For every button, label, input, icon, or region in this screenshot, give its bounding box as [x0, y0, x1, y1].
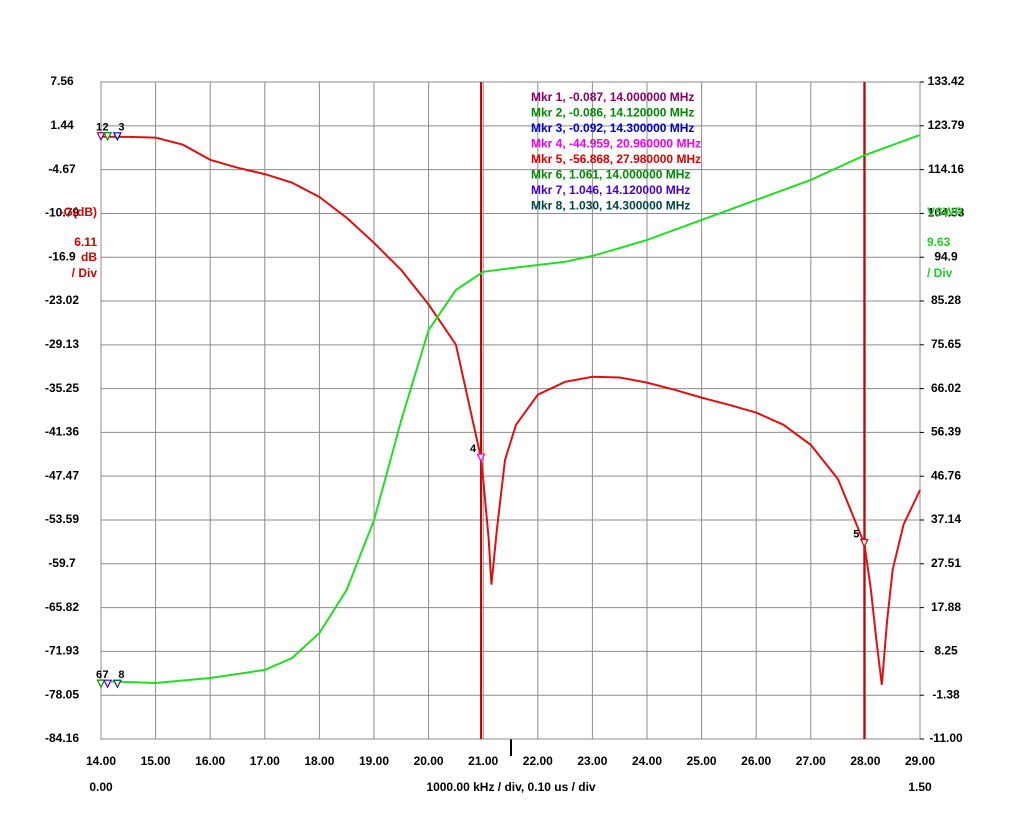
marker-readout: Mkr 6, 1.061, 14.000000 MHz [531, 168, 690, 182]
y-tick-label: -47.47 [45, 468, 79, 482]
marker-readout: Mkr 3, -0.092, 14.300000 MHz [531, 121, 694, 135]
x-tick-label: 24.00 [632, 754, 662, 768]
y2-tick-label: 8.25 [934, 644, 958, 658]
y2-tick-label: 66.02 [931, 381, 961, 395]
y2-tick-label: 56.39 [931, 425, 961, 439]
time-start: 0.00 [89, 780, 113, 794]
marker-id: 1 [96, 122, 102, 134]
right-axis-per: / Div [927, 266, 953, 280]
x-tick-label: 17.00 [250, 754, 280, 768]
y2-tick-label: -1.38 [932, 687, 960, 701]
marker-id: 6 [96, 669, 102, 681]
marker-triangle [103, 679, 113, 689]
x-tick-label: 26.00 [741, 754, 771, 768]
y2-tick-label: 27.51 [931, 556, 961, 570]
time-end: 1.50 [908, 780, 932, 794]
marker-id: 4 [470, 443, 477, 455]
y2-tick-label: 75.65 [931, 337, 961, 351]
marker-readout: Mkr 2, -0.086, 14.120000 MHz [531, 106, 694, 120]
series-line [100, 133, 921, 685]
x-tick-label: 23.00 [577, 754, 607, 768]
marker-readout: Mkr 8, 1.030, 14.300000 MHz [531, 199, 690, 213]
x-tick-label: 28.00 [850, 754, 880, 768]
left-axis-unit: dB [81, 250, 97, 264]
marker-id: 5 [853, 528, 859, 540]
marker-triangle [112, 132, 122, 142]
marker-readout: Mkr 7, 1.046, 14.120000 MHz [531, 183, 690, 197]
y-tick-label: -53.59 [45, 512, 79, 526]
marker-readout: Mkr 4, -44.959, 20.960000 MHz [531, 137, 701, 151]
marker-triangle [96, 132, 106, 142]
marker-readout: Mkr 5, -56.868, 27.980000 MHz [531, 152, 701, 166]
y-tick-label: -16.9 [48, 249, 76, 263]
marker-id: 2 [102, 122, 108, 134]
marker-id: 8 [118, 669, 124, 681]
x-tick-label: 14.00 [86, 754, 116, 768]
y-tick-label: -59.7 [48, 556, 76, 570]
y2-tick-label: 114.16 [928, 162, 964, 176]
y2-tick-label: 123.79 [928, 118, 965, 132]
y2-tick-label: -11.00 [929, 731, 963, 745]
y-tick-label: -65.82 [45, 600, 79, 614]
x-tick-label: 20.00 [414, 754, 444, 768]
y2-tick-label: 85.28 [931, 293, 961, 307]
y-tick-label: -10.79 [45, 206, 79, 220]
y2-tick-label: 17.88 [931, 600, 961, 614]
y-tick-label: 7.56 [50, 74, 74, 88]
x-axis-label: 1000.00 kHz / div, 0.10 us / div [426, 780, 596, 794]
y2-tick-label: 37.14 [931, 512, 961, 526]
marker-id: 3 [118, 122, 124, 134]
x-tick-label: 22.00 [523, 754, 553, 768]
y-tick-label: -71.93 [45, 644, 79, 658]
x-tick-label: 29.00 [905, 754, 935, 768]
x-tick-label: 27.00 [796, 754, 826, 768]
marker-triangle [476, 453, 486, 463]
marker-triangle [112, 679, 122, 689]
plot-frame [100, 81, 921, 740]
marker-triangle [103, 132, 113, 142]
marker-readout: Mkr 1, -0.087, 14.000000 MHz [531, 90, 694, 104]
left-axis-per: / Div [72, 266, 98, 280]
y-tick-label: -4.67 [48, 162, 76, 176]
x-tick-label: 15.00 [141, 754, 171, 768]
marker-triangle [96, 679, 106, 689]
y-tick-label: -41.36 [45, 425, 79, 439]
y-tick-label: 1.44 [50, 118, 74, 132]
left-axis-label: -G(dB) [60, 205, 97, 219]
left-axis-scale: 6.11 [74, 235, 97, 249]
series-line [100, 135, 921, 685]
y-tick-label: -35.25 [45, 381, 79, 395]
y-tick-label: -84.16 [45, 731, 79, 745]
x-tick-label: 21.00 [468, 754, 498, 768]
y2-tick-label: 133.42 [928, 74, 965, 88]
y2-tick-label: 104.53 [928, 206, 965, 220]
y2-tick-label: 94.9 [934, 249, 958, 263]
x-tick-label: 18.00 [304, 754, 334, 768]
y2-tick-label: 46.76 [931, 468, 961, 482]
right-axis-scale: 9.63 [927, 235, 951, 249]
x-tick-label: 25.00 [687, 754, 717, 768]
x-tick-label: 16.00 [195, 754, 225, 768]
y-tick-label: -78.05 [45, 687, 79, 701]
marker-id: 7 [102, 669, 108, 681]
marker-triangle [859, 538, 869, 548]
y-tick-label: -29.13 [45, 337, 79, 351]
y-tick-label: -23.02 [45, 293, 79, 307]
right-axis-label: VSWR [927, 205, 963, 219]
x-tick-label: 19.00 [359, 754, 389, 768]
